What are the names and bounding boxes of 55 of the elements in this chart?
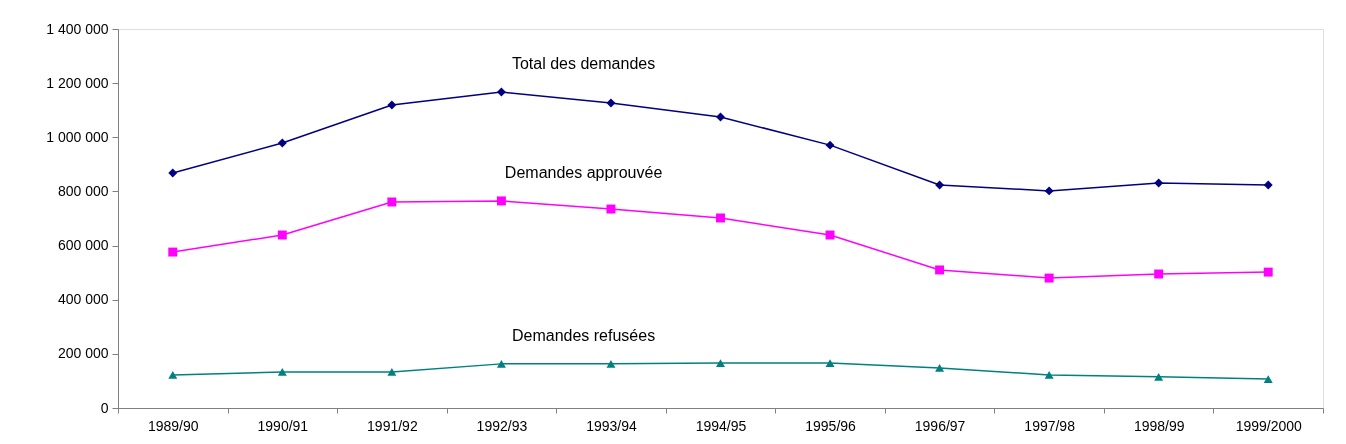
point bbox=[277, 230, 287, 240]
point bbox=[716, 213, 725, 223]
point bbox=[935, 265, 945, 275]
y-tick-label: 1 000 000 bbox=[46, 128, 109, 145]
x-tick-label: 1990/91 bbox=[257, 417, 309, 434]
y-tick-label: 1 200 000 bbox=[46, 74, 109, 91]
point bbox=[168, 247, 178, 257]
point bbox=[935, 180, 945, 190]
x-tick-label: 1991/92 bbox=[367, 417, 418, 434]
point bbox=[387, 368, 397, 376]
y-tick-label: 0 bbox=[100, 399, 109, 416]
point bbox=[168, 168, 178, 178]
point bbox=[1044, 371, 1054, 379]
point bbox=[606, 360, 616, 368]
point bbox=[496, 87, 506, 97]
y-tick-label: 600 000 bbox=[57, 237, 109, 254]
point bbox=[935, 364, 945, 372]
series-label: Total des demandes bbox=[511, 55, 656, 73]
x-tick-label: 1997/98 bbox=[1024, 417, 1076, 434]
series-label: Demandes refusées bbox=[511, 326, 656, 344]
point bbox=[1154, 269, 1164, 279]
point bbox=[825, 359, 835, 367]
point bbox=[1154, 178, 1164, 188]
point bbox=[606, 98, 616, 108]
x-tick-label: 1998/99 bbox=[1133, 417, 1185, 434]
point bbox=[716, 359, 725, 367]
y-tick-label: 1 400 000 bbox=[46, 20, 109, 37]
x-tick-label: 1993/94 bbox=[586, 417, 637, 434]
y-tick-label: 200 000 bbox=[57, 345, 109, 362]
y-tick-label: 800 000 bbox=[57, 182, 109, 199]
point bbox=[1044, 273, 1054, 283]
x-tick-label: 1999/2000 bbox=[1235, 417, 1303, 434]
series-label: Demandes approuvée bbox=[504, 163, 663, 181]
point bbox=[716, 112, 725, 122]
x-tick-label: 1994/95 bbox=[695, 417, 747, 434]
point bbox=[1044, 186, 1054, 196]
point bbox=[387, 100, 397, 110]
point bbox=[496, 196, 506, 206]
x-tick-label: 1992/93 bbox=[476, 417, 528, 434]
point bbox=[825, 230, 835, 240]
point bbox=[825, 140, 835, 150]
y-tick-label: 400 000 bbox=[57, 291, 109, 308]
x-tick-label: 1989/90 bbox=[147, 417, 199, 434]
point bbox=[1263, 267, 1273, 277]
point bbox=[1154, 372, 1164, 381]
point bbox=[387, 197, 397, 207]
point bbox=[606, 204, 616, 214]
x-tick-label: 1996/97 bbox=[914, 417, 966, 434]
point bbox=[496, 360, 506, 368]
point bbox=[168, 371, 178, 379]
point bbox=[1263, 375, 1273, 383]
point bbox=[1263, 180, 1273, 190]
x-tick-label: 1995/96 bbox=[805, 417, 857, 434]
point bbox=[277, 368, 287, 376]
point bbox=[277, 138, 287, 148]
